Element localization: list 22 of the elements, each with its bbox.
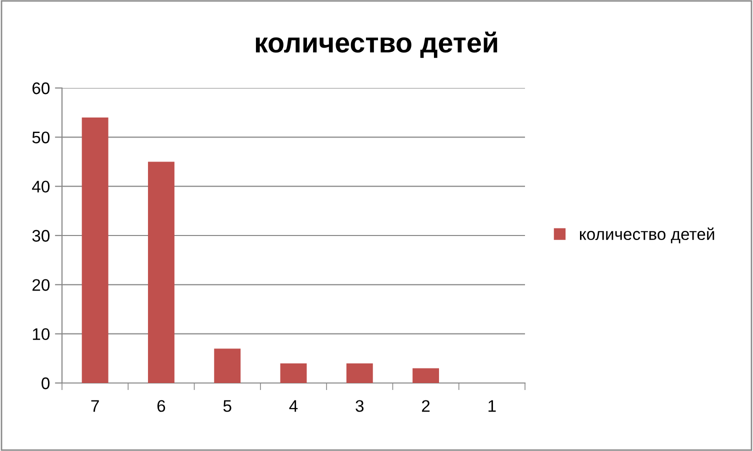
y-tick-label: 20 bbox=[32, 279, 50, 291]
y-tick-label: 0 bbox=[42, 377, 50, 390]
x-tick-label: 5 bbox=[223, 400, 232, 412]
y-tick-label: 40 bbox=[32, 180, 50, 193]
chart-title: количество детей bbox=[256, 32, 498, 58]
x-tick-label: 6 bbox=[157, 400, 166, 412]
bar bbox=[412, 368, 440, 383]
y-tick-label: 30 bbox=[32, 230, 50, 242]
x-tick-label: 7 bbox=[91, 400, 99, 412]
y-tick-label: 10 bbox=[32, 328, 50, 340]
y-tick-label: 50 bbox=[32, 132, 50, 144]
x-tick-label: 3 bbox=[356, 400, 364, 412]
x-tick-label: 4 bbox=[289, 400, 298, 412]
x-tick-label: 1 bbox=[488, 400, 496, 412]
bar bbox=[82, 118, 108, 383]
x-tick-label: 2 bbox=[422, 400, 430, 412]
legend-label: количество детей bbox=[580, 228, 714, 244]
bar bbox=[280, 363, 307, 383]
y-tick-label: 60 bbox=[32, 82, 50, 94]
bar bbox=[148, 162, 174, 383]
bar bbox=[214, 348, 241, 383]
bar bbox=[346, 363, 373, 383]
